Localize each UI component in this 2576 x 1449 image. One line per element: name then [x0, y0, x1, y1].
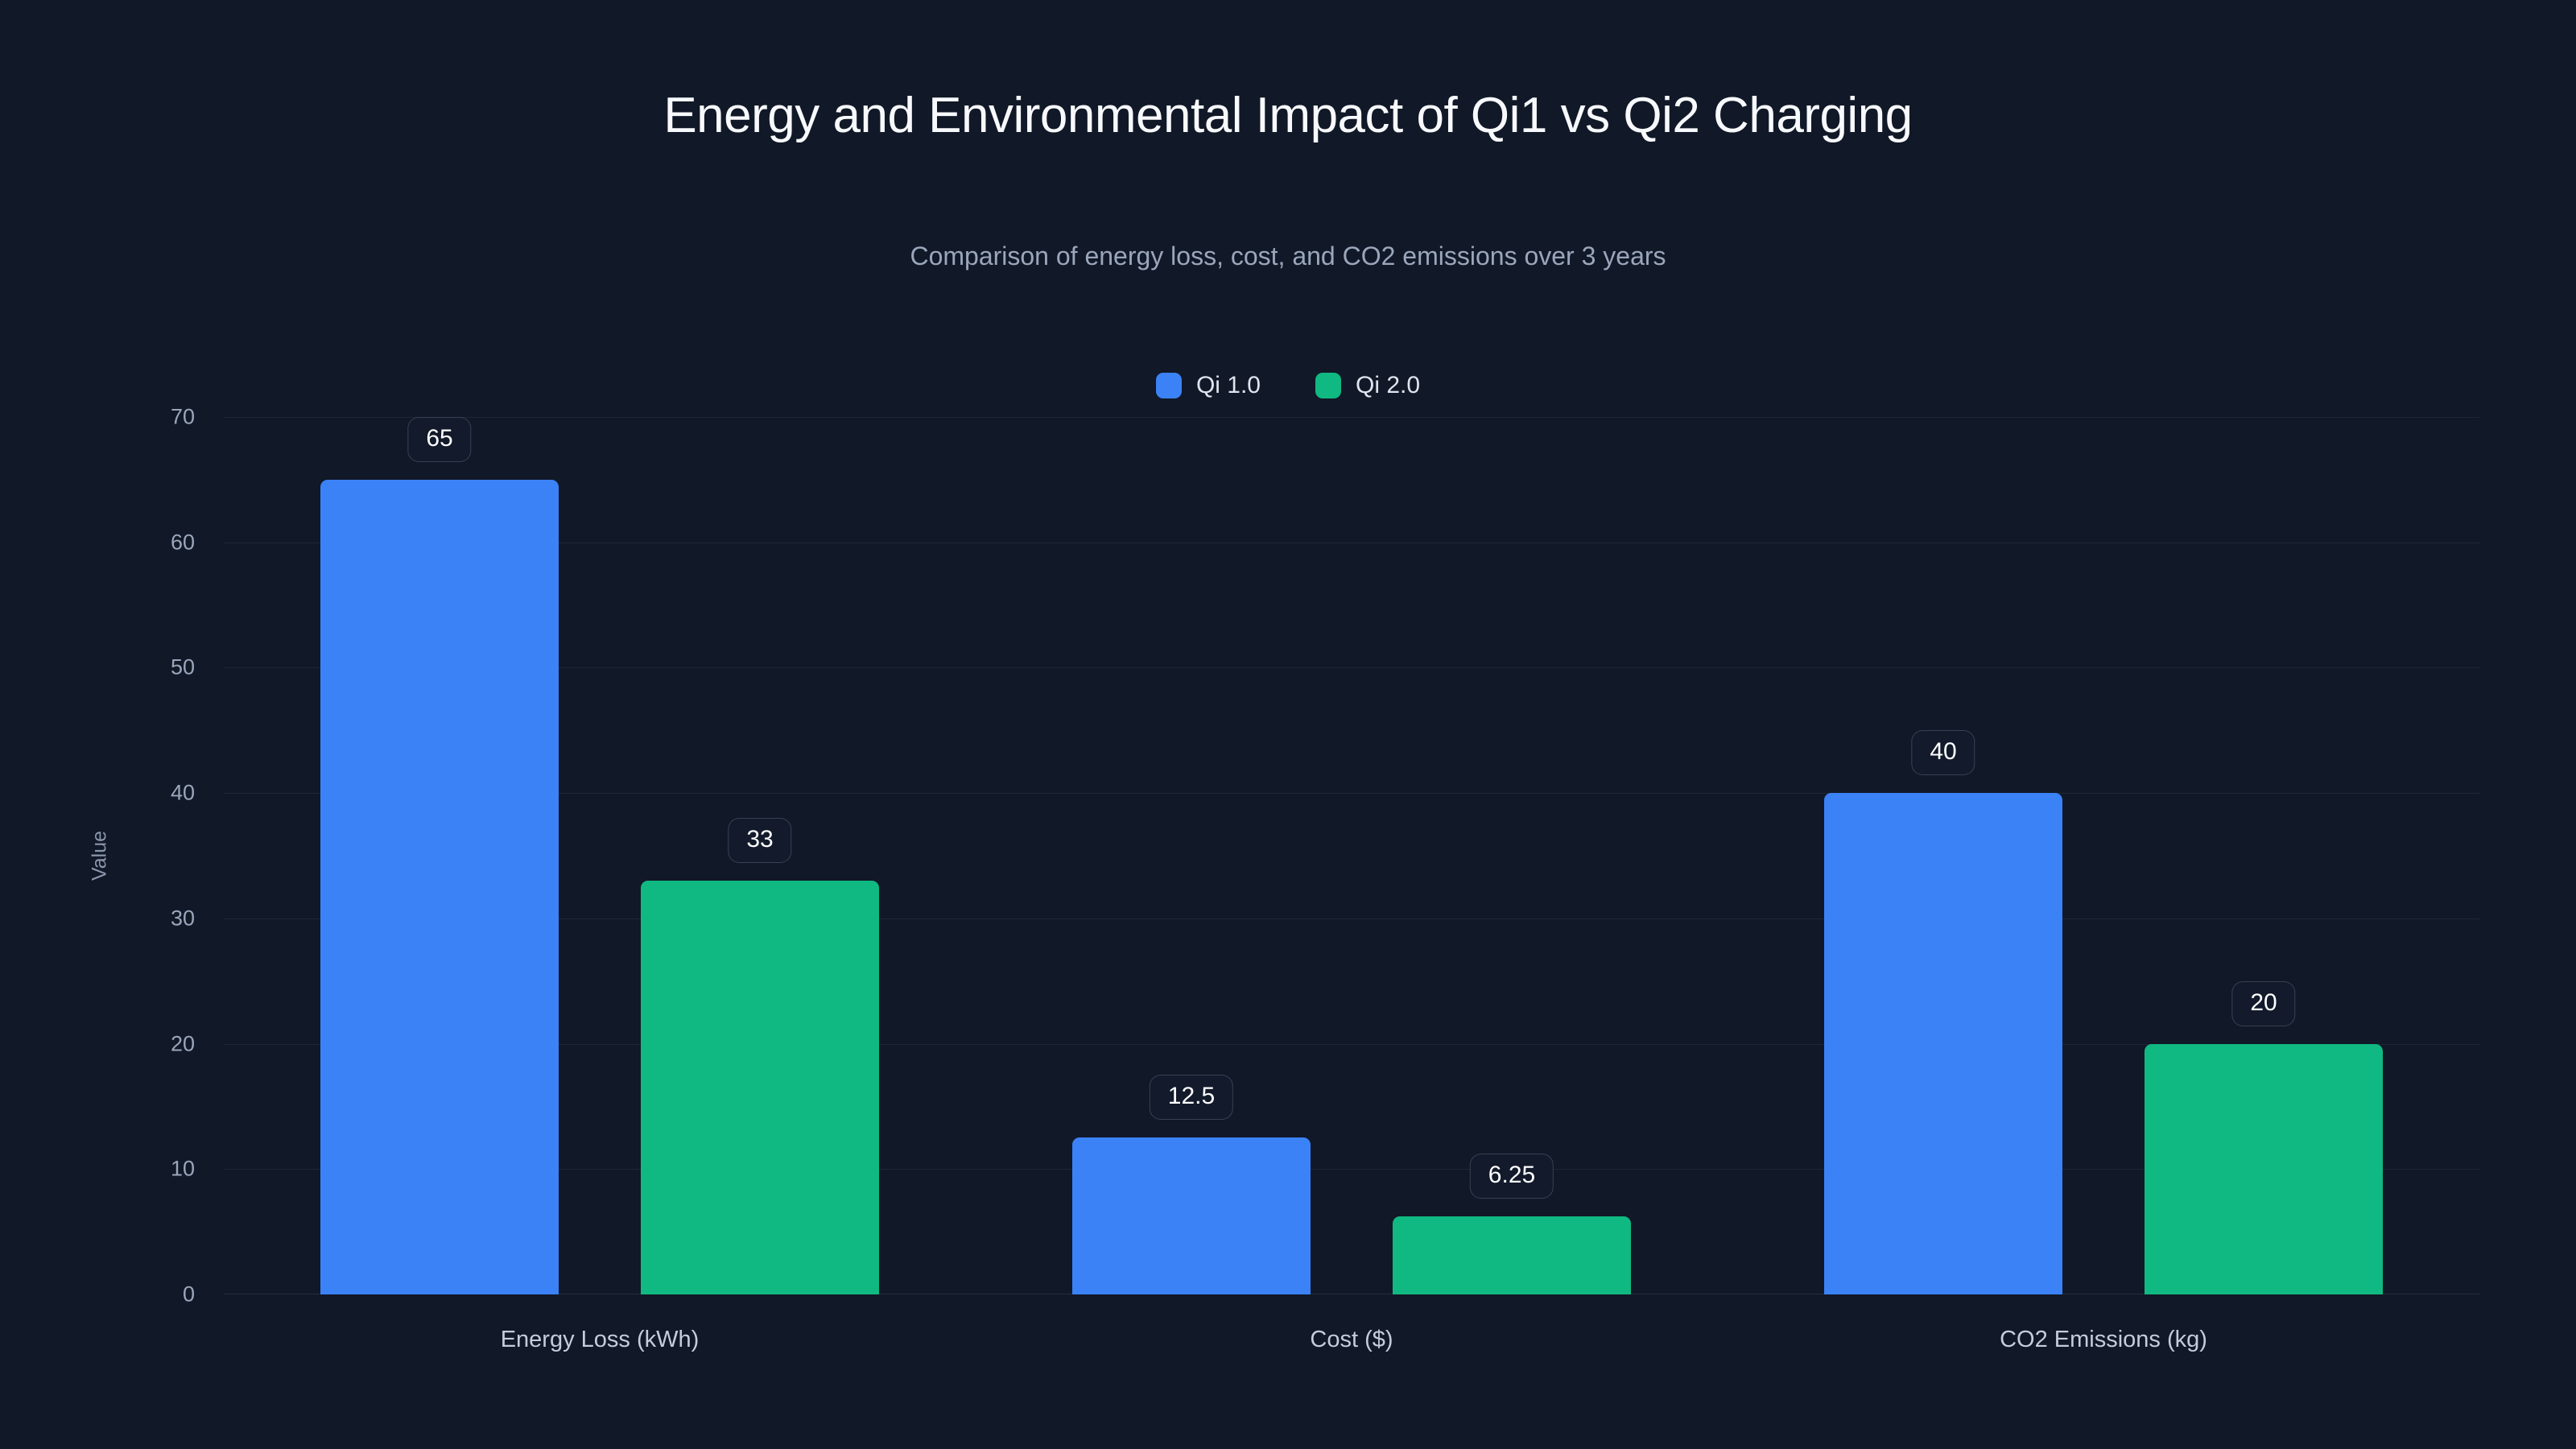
legend-swatch-icon: [1155, 373, 1182, 398]
bar-qi-1-0-co2[interactable]: [1824, 793, 2062, 1294]
gridlines: [224, 417, 2479, 1294]
bar-qi-1-0-energy-loss[interactable]: [320, 479, 559, 1294]
bar-value-label: 20: [2231, 980, 2296, 1026]
y-tick-label: 30: [170, 906, 195, 931]
y-tick-label: 70: [170, 404, 195, 429]
y-tick-label: 60: [170, 530, 195, 555]
gridline: [224, 667, 2479, 669]
x-axis: Energy Loss (kWh) Cost ($) CO2 Emissions…: [224, 1327, 2479, 1375]
gridline: [224, 1169, 2479, 1170]
x-tick-label: Cost ($): [1310, 1327, 1393, 1352]
bar-qi-2-0-cost[interactable]: [1393, 1216, 1631, 1294]
y-tick-label: 40: [170, 780, 195, 805]
bar-value-label: 12.5: [1149, 1075, 1234, 1121]
chart-subtitle: Comparison of energy loss, cost, and CO2…: [910, 242, 1666, 270]
bar-value-label: 40: [1911, 730, 1975, 776]
x-tick-label: Energy Loss (kWh): [500, 1327, 700, 1352]
y-tick-label: 10: [170, 1156, 195, 1181]
plot-area: 65 33 12.5 6.25 40 20: [224, 416, 2479, 1294]
bar-qi-1-0-cost[interactable]: [1072, 1137, 1311, 1294]
bar-qi-2-0-energy-loss[interactable]: [641, 881, 879, 1294]
y-axis: 70 60 50 40 30 20 10 0: [0, 405, 224, 1307]
legend-item-qi-1-0[interactable]: Qi 1.0: [1155, 372, 1261, 399]
bar-value-label: 33: [728, 818, 792, 864]
gridline: [224, 793, 2479, 795]
y-axis-title: Value: [88, 830, 111, 881]
legend-swatch-icon: [1315, 373, 1341, 398]
chart-legend: Qi 1.0 Qi 2.0: [0, 372, 2576, 399]
legend-label: Qi 1.0: [1195, 372, 1261, 398]
x-tick-label: CO2 Emissions (kg): [2000, 1327, 2207, 1352]
bar-value-label: 6.25: [1469, 1153, 1554, 1199]
gridline: [224, 1043, 2479, 1045]
bar-qi-2-0-co2[interactable]: [2145, 1043, 2383, 1294]
legend-label: Qi 2.0: [1356, 372, 1421, 398]
bar-value-label: 65: [407, 416, 472, 462]
y-tick-label: 50: [170, 654, 195, 679]
gridline: [224, 417, 2479, 418]
chart-title: Energy and Environmental Impact of Qi1 v…: [663, 88, 1913, 143]
y-tick-label: 0: [182, 1282, 195, 1307]
legend-item-qi-2-0[interactable]: Qi 2.0: [1315, 372, 1420, 399]
y-tick-label: 20: [170, 1031, 195, 1056]
